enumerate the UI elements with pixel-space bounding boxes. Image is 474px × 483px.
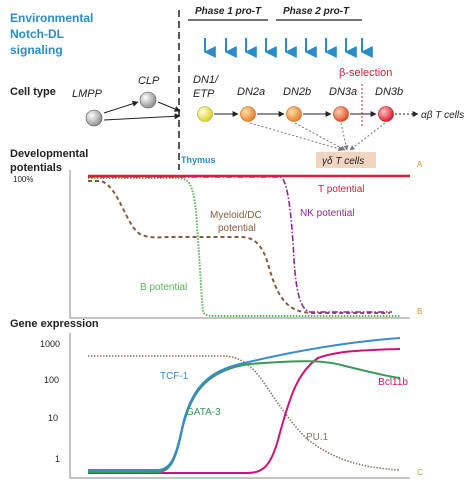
gd-arrow	[349, 122, 386, 151]
clp-label: CLP	[138, 75, 160, 87]
pu1-curve	[88, 355, 401, 471]
panel-a-letter: A	[417, 160, 423, 169]
ab-t-cells-label: αβ T cells	[421, 110, 464, 121]
beta-selection-label: β-selection	[339, 67, 392, 79]
arrow-lmpp-clp	[103, 100, 139, 114]
lmpp-cell	[85, 109, 103, 127]
dn1-label-line2: ETP	[193, 88, 215, 100]
notch-label-line1: Environmental	[10, 11, 93, 25]
dn2b-label: DN2b	[283, 86, 311, 98]
gene-tick-100: 100	[44, 375, 59, 385]
gd-arrows	[249, 122, 386, 152]
dn3a-cell	[333, 106, 349, 122]
pu1-label: PU.1	[306, 432, 329, 443]
dn3b-label: DN3b	[375, 86, 403, 98]
dn3b-cell	[378, 106, 394, 122]
b-potential-label: B potential	[140, 282, 187, 293]
potentials-title-line2: potentials	[10, 162, 62, 174]
tcf1-curve	[88, 337, 401, 471]
b-potential-curve	[88, 177, 400, 317]
phase1-label: Phase 1 pro-T	[195, 6, 262, 17]
arrow-clp-dn1	[157, 101, 181, 112]
gd-t-cells-label: γδ T cells	[322, 156, 364, 167]
notch-signal-arrows	[203, 38, 373, 58]
tcf1-label: TCF-1	[160, 371, 189, 382]
gene-tick-10: 10	[48, 413, 58, 423]
gd-arrow	[294, 122, 346, 151]
gene-tick-1000: 1000	[40, 339, 60, 349]
lmpp-label: LMPP	[72, 88, 103, 100]
gd-arrow	[340, 122, 349, 151]
potentials-title-line1: Developmental	[10, 148, 88, 160]
gata3-label: GATA-3	[186, 407, 221, 418]
arrow-lmpp-dn1	[103, 113, 181, 121]
myeloid-potential-label-line1: Myeloid/DC	[210, 210, 262, 221]
t-potential-label: T potential	[318, 184, 365, 195]
panel-b-letter: B	[417, 307, 422, 316]
gd-arrow	[249, 122, 344, 152]
gata3-curve	[88, 360, 401, 473]
gene-expression-title: Gene expression	[10, 318, 99, 330]
dn2b-cell	[286, 106, 302, 122]
thymus-label: Thymus	[181, 155, 216, 165]
gene-tick-1: 1	[55, 454, 60, 464]
bcl11b-curve	[88, 348, 401, 474]
bcl11b-label: Bcl11b	[378, 377, 408, 388]
potentials-y100: 100%	[13, 175, 33, 184]
myeloid-potential-label-line2: potential	[218, 223, 256, 234]
myeloid-potential-curve	[88, 180, 390, 314]
nk-potential-curve	[88, 176, 392, 313]
dn2a-label: DN2a	[237, 86, 265, 98]
gd-t-cells-box	[316, 152, 376, 168]
dn3a-label: DN3a	[329, 86, 357, 98]
potentials-axes	[69, 170, 410, 319]
cell-type-label: Cell type	[10, 86, 56, 98]
clp-cell	[139, 91, 157, 109]
gene-axes	[69, 333, 410, 479]
dn1-label-line1: DN1/	[193, 74, 219, 86]
dn1-etp-cell	[197, 106, 213, 122]
notch-label-line2: Notch-DL	[10, 27, 64, 41]
dn2a-cell	[240, 106, 256, 122]
panel-c-letter: C	[417, 468, 423, 477]
nk-potential-label: NK potential	[300, 208, 354, 219]
notch-label-line3: signaling	[10, 43, 63, 57]
phase2-label: Phase 2 pro-T	[283, 6, 350, 17]
